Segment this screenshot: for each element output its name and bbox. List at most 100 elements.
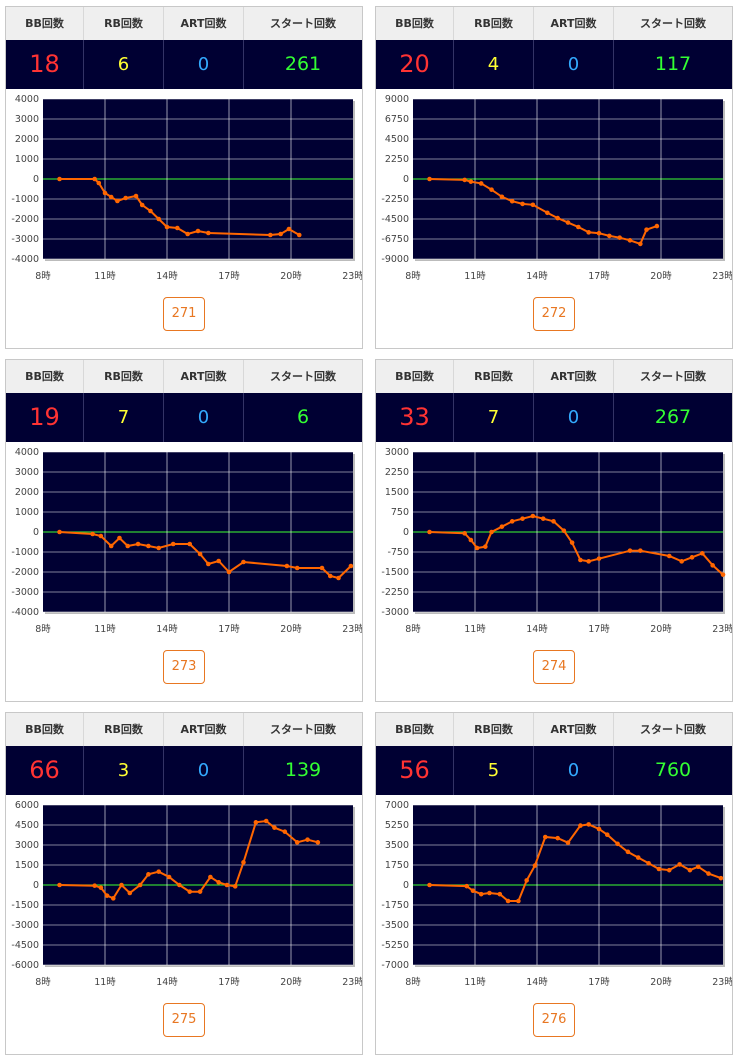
y-tick-label: 4000: [15, 94, 39, 105]
data-point: [578, 823, 583, 828]
data-point: [542, 834, 548, 840]
data-point: [139, 202, 145, 208]
x-tick-label: 14時: [156, 977, 178, 988]
data-point: [195, 228, 201, 234]
x-tick-label: 17時: [588, 624, 610, 635]
data-point: [718, 875, 724, 881]
y-tick-label: -6750: [381, 234, 409, 245]
x-tick-label: 23時: [712, 977, 732, 988]
y-tick-label: 3000: [15, 114, 39, 125]
data-point: [175, 225, 180, 231]
rb-header: RB回数: [454, 7, 534, 40]
machine-number-button[interactable]: 275: [163, 1003, 205, 1037]
y-tick-label: -9000: [381, 254, 409, 265]
data-point: [57, 882, 62, 888]
data-point: [232, 884, 238, 889]
machine-panel: BB回数 RB回数 ART回数 スタート回数 66 3 0 139 275 60…: [5, 712, 363, 1055]
y-tick-label: -7000: [381, 960, 409, 971]
data-point: [104, 893, 110, 898]
y-tick-label: 0: [403, 174, 409, 185]
data-point: [615, 841, 620, 847]
y-tick-label: 1500: [385, 487, 409, 498]
data-point: [565, 220, 571, 225]
stats-header: BB回数 RB回数 ART回数 スタート回数: [376, 713, 732, 747]
y-tick-label: 0: [33, 527, 39, 538]
y-tick-label: 2250: [385, 467, 409, 478]
machine-number-button[interactable]: 271: [163, 297, 205, 331]
y-tick-label: -4000: [11, 607, 39, 618]
start-count: 117: [654, 53, 692, 75]
slump-chart: 9000 6750 4500 2250 0 -2250 -4500 -6750 -9000 8時 1…: [381, 94, 732, 282]
data-point: [468, 179, 474, 184]
data-point: [216, 880, 221, 885]
x-tick-label: 11時: [94, 624, 116, 635]
y-tick-label: -2250: [381, 194, 409, 205]
y-tick-label: -3000: [11, 587, 39, 598]
data-point: [96, 180, 102, 186]
start-count: 267: [654, 406, 692, 428]
stats-header: BB回数 RB回数 ART回数 スタート回数: [6, 360, 362, 394]
data-point: [327, 573, 333, 579]
stats-values: 19 7 0 6: [6, 393, 362, 442]
x-tick-label: 23時: [712, 624, 732, 635]
art-count: 0: [164, 393, 244, 442]
y-tick-label: 0: [33, 174, 39, 185]
y-tick-label: 4500: [15, 820, 39, 831]
data-point: [177, 882, 182, 888]
x-tick-label: 8時: [35, 624, 51, 635]
y-tick-label: -5250: [381, 940, 409, 951]
y-tick-label: 0: [403, 880, 409, 891]
machine-panel: BB回数 RB回数 ART回数 スタート回数 19 7 0 6 273 4000…: [5, 359, 363, 702]
data-point: [462, 177, 467, 183]
stats-header: BB回数 RB回数 ART回数 スタート回数: [376, 7, 732, 41]
start-header: スタート回数: [640, 370, 706, 383]
x-tick-label: 14時: [526, 977, 548, 988]
y-tick-label: 2000: [15, 487, 39, 498]
data-point: [499, 524, 505, 529]
y-tick-label: 2000: [15, 134, 39, 145]
data-point: [540, 516, 546, 521]
bb-header: BB回数: [376, 360, 454, 393]
data-point: [474, 545, 480, 551]
data-point: [117, 535, 122, 541]
data-point: [294, 565, 300, 571]
stats-header: BB回数 RB回数 ART回数 スタート回数: [376, 360, 732, 394]
x-tick-label: 8時: [405, 271, 421, 282]
x-tick-label: 14時: [156, 271, 178, 282]
machine-number-button[interactable]: 276: [533, 1003, 575, 1037]
data-point: [561, 528, 567, 533]
machine-number-button[interactable]: 273: [163, 650, 205, 684]
art-header: ART回数: [534, 713, 614, 746]
y-tick-label: 3000: [385, 447, 409, 458]
data-point: [187, 889, 193, 894]
data-point: [156, 869, 162, 874]
rb-header: RB回数: [84, 713, 164, 746]
data-point: [644, 227, 649, 232]
x-tick-label: 20時: [650, 271, 672, 282]
art-header: ART回数: [164, 360, 244, 393]
data-point: [586, 559, 591, 564]
machine-number-button[interactable]: 274: [533, 650, 575, 684]
data-point: [578, 557, 583, 563]
x-tick-label: 20時: [650, 624, 672, 635]
data-point: [586, 230, 591, 235]
y-tick-label: 4000: [15, 447, 39, 458]
data-point: [187, 541, 193, 547]
data-point: [596, 230, 602, 236]
data-point: [224, 882, 230, 888]
x-tick-label: 17時: [218, 977, 240, 988]
data-point: [497, 891, 503, 897]
y-tick-label: -1000: [11, 547, 39, 558]
data-point: [551, 519, 556, 524]
start-count: 139: [284, 759, 322, 781]
data-point: [530, 513, 536, 519]
data-point: [284, 563, 290, 569]
stats-values: 33 7 0 267: [376, 393, 732, 442]
data-point: [315, 840, 321, 845]
machine-number-button[interactable]: 272: [533, 297, 575, 331]
x-tick-label: 14時: [156, 624, 178, 635]
art-count: 0: [534, 40, 614, 89]
data-point: [133, 193, 139, 199]
data-point: [462, 531, 467, 536]
data-point: [499, 194, 505, 200]
